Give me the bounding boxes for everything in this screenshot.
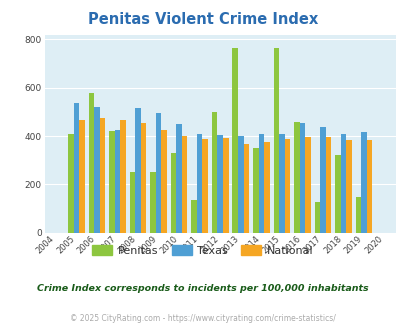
- Bar: [130, 172, 135, 233]
- Bar: [232, 48, 237, 233]
- Bar: [171, 153, 176, 233]
- Bar: [314, 203, 320, 233]
- Bar: [345, 140, 351, 233]
- Text: © 2025 CityRating.com - https://www.cityrating.com/crime-statistics/: © 2025 CityRating.com - https://www.city…: [70, 314, 335, 323]
- Legend: Penitas, Texas, National: Penitas, Texas, National: [88, 241, 317, 260]
- Bar: [202, 139, 207, 233]
- Bar: [305, 137, 310, 233]
- Bar: [284, 139, 290, 233]
- Bar: [263, 142, 269, 233]
- Bar: [115, 130, 120, 233]
- Bar: [335, 155, 340, 233]
- Bar: [156, 113, 161, 233]
- Bar: [94, 107, 100, 233]
- Bar: [68, 134, 74, 233]
- Bar: [79, 120, 85, 233]
- Bar: [100, 118, 105, 233]
- Bar: [74, 104, 79, 233]
- Bar: [120, 120, 126, 233]
- Bar: [325, 137, 330, 233]
- Bar: [320, 127, 325, 233]
- Bar: [181, 136, 187, 233]
- Bar: [191, 200, 196, 233]
- Bar: [278, 134, 284, 233]
- Bar: [237, 136, 243, 233]
- Text: Penitas Violent Crime Index: Penitas Violent Crime Index: [87, 12, 318, 26]
- Bar: [211, 112, 217, 233]
- Bar: [89, 93, 94, 233]
- Bar: [273, 48, 278, 233]
- Bar: [366, 140, 371, 233]
- Bar: [243, 144, 249, 233]
- Bar: [141, 123, 146, 233]
- Bar: [109, 131, 115, 233]
- Bar: [161, 130, 166, 233]
- Bar: [340, 134, 345, 233]
- Bar: [150, 172, 156, 233]
- Bar: [293, 121, 299, 233]
- Bar: [258, 134, 263, 233]
- Bar: [176, 124, 181, 233]
- Bar: [196, 134, 202, 233]
- Bar: [299, 123, 305, 233]
- Bar: [135, 108, 141, 233]
- Bar: [222, 139, 228, 233]
- Bar: [252, 148, 258, 233]
- Bar: [217, 135, 222, 233]
- Bar: [355, 197, 360, 233]
- Text: Crime Index corresponds to incidents per 100,000 inhabitants: Crime Index corresponds to incidents per…: [37, 284, 368, 293]
- Bar: [360, 132, 366, 233]
